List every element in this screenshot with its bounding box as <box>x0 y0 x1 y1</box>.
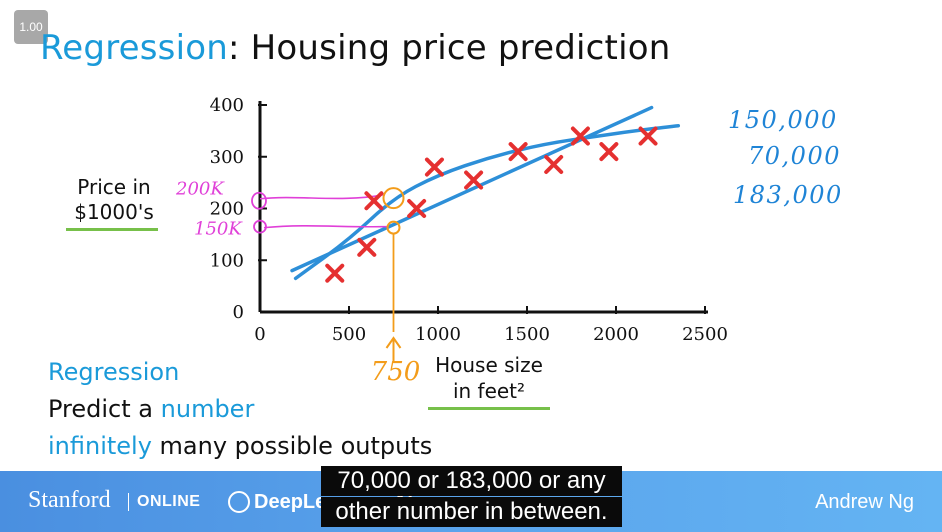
subtitle-line-2: other number in between. <box>321 497 622 527</box>
label-200k: 200K <box>175 179 225 200</box>
data-point <box>357 237 377 257</box>
handwritten-value: 183,000 <box>733 181 843 209</box>
title-rest: : Housing price prediction <box>227 28 671 68</box>
y-axis-label: Price in $1000's <box>74 175 154 224</box>
handwritten-value: 150,000 <box>728 106 838 134</box>
data-point <box>544 155 564 175</box>
data-point-stroke <box>325 263 345 283</box>
label-150k: 150K <box>194 219 243 240</box>
curve-fit-line <box>293 123 681 281</box>
online-label: ONLINE <box>128 493 200 511</box>
pink-marker-150k <box>253 219 267 234</box>
housing-chart: 0 500 1000 1500 2000 2500 0 100 200 300 400 200K 15… <box>175 95 843 387</box>
query-x-label: 750 <box>371 357 421 387</box>
data-point-stroke <box>357 237 377 257</box>
bullet-infinitely: infinitely many possible outputs <box>48 432 433 460</box>
orange-arrow-head <box>385 336 402 349</box>
y-tick-label: 200 <box>210 199 244 220</box>
x-tick-label: 1000 <box>415 324 461 345</box>
title-accent: Regression <box>40 28 228 68</box>
x-tick-label: 1500 <box>504 324 550 345</box>
y-tick-label: 100 <box>210 250 244 271</box>
orange-circle-line <box>386 220 401 235</box>
data-point <box>508 142 528 162</box>
data-point-stroke <box>508 142 528 162</box>
straight-fit-line <box>290 105 654 273</box>
bullet-predict-number: Predict a number <box>48 395 255 423</box>
orange-circle-curve <box>382 187 405 210</box>
data-point-stroke <box>407 199 427 218</box>
y-label-underline <box>66 228 158 231</box>
x-label-underline <box>428 407 550 410</box>
x-tick-label: 500 <box>332 324 366 345</box>
x-tick-label: 2000 <box>593 324 639 345</box>
y-tick-label: 400 <box>210 95 244 116</box>
data-point-stroke <box>638 126 658 146</box>
subtitle-line-1: 70,000 or 183,000 or any <box>321 466 622 496</box>
data-point <box>570 126 590 146</box>
x-tick-label: 0 <box>254 324 265 345</box>
x-axis-label: House size in feet² <box>435 353 543 403</box>
deeplearning-logo-icon <box>228 491 250 513</box>
slide-title: Regression: Housing price prediction <box>40 28 670 68</box>
y-tick-label: 300 <box>210 147 244 168</box>
playback-speed-button[interactable]: 1.00 <box>14 10 48 44</box>
pink-line-150k <box>263 224 388 229</box>
data-point <box>325 263 345 283</box>
data-point-stroke <box>424 157 444 177</box>
handwritten-value: 70,000 <box>748 142 841 170</box>
data-point-stroke <box>570 126 590 146</box>
bullet-regression: Regression <box>48 358 180 386</box>
pink-marker-200k <box>251 191 267 210</box>
data-point-stroke <box>464 170 484 190</box>
data-point <box>407 199 427 218</box>
author-name: Andrew Ng <box>815 491 914 513</box>
data-point-stroke <box>364 191 384 211</box>
stanford-logo: Stanford <box>28 487 111 513</box>
data-point <box>599 142 619 162</box>
x-tick-label: 2500 <box>682 324 728 345</box>
data-point <box>424 157 444 177</box>
data-point-stroke <box>544 155 564 175</box>
data-point <box>638 126 658 146</box>
data-point <box>364 191 384 211</box>
data-point-stroke <box>599 142 619 162</box>
pink-line-200k <box>259 193 384 200</box>
data-point <box>464 170 484 190</box>
y-tick-label: 0 <box>233 302 244 323</box>
